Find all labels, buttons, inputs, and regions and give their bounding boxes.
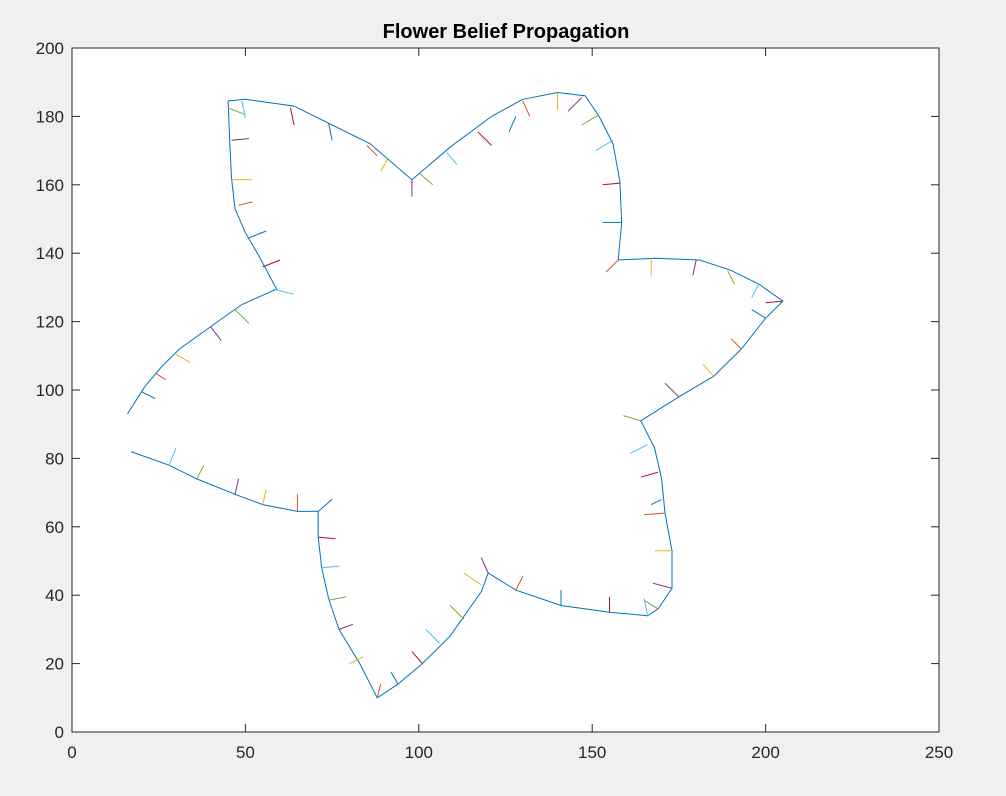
belief-tick-18 <box>418 172 434 186</box>
belief-tick-27 <box>602 182 620 186</box>
belief-tick-3 <box>210 326 222 341</box>
y-tick-label-7: 140 <box>36 244 64 263</box>
y-tick-label-6: 120 <box>36 313 64 332</box>
belief-tick-35 <box>751 309 766 319</box>
belief-tick-54 <box>425 629 440 644</box>
belief-tick-29 <box>605 259 619 273</box>
y-tick-label-10: 200 <box>36 39 64 58</box>
belief-tick-67 <box>196 464 205 480</box>
belief-tick-50 <box>515 576 524 591</box>
plot-area <box>72 48 939 732</box>
chart-title: Flower Belief Propagation <box>383 21 630 43</box>
belief-tick-6 <box>262 259 281 268</box>
belief-tick-4 <box>234 309 250 324</box>
x-tick-label-1: 50 <box>236 743 255 762</box>
belief-tick-20 <box>477 131 492 146</box>
belief-tick-56 <box>390 671 399 685</box>
belief-tick-39 <box>623 415 641 422</box>
belief-tick-60 <box>328 596 347 601</box>
y-tick-label-2: 40 <box>45 586 64 605</box>
belief-tick-42 <box>650 498 662 506</box>
y-tick-label-1: 20 <box>45 655 64 674</box>
flower-outline-group <box>127 91 784 699</box>
belief-tick-43 <box>644 512 666 516</box>
belief-tick-51 <box>463 572 482 586</box>
y-tick-label-9: 180 <box>36 107 64 126</box>
belief-tick-2 <box>175 353 191 364</box>
belief-tick-10 <box>231 138 249 141</box>
belief-tick-53 <box>449 605 465 620</box>
belief-tick-40 <box>630 444 648 454</box>
x-tick-label-2: 100 <box>405 743 433 762</box>
belief-tick-15 <box>366 145 378 157</box>
belief-tick-38 <box>664 382 680 398</box>
belief-tick-46 <box>643 599 659 610</box>
belief-tick-21 <box>508 116 517 133</box>
belief-tick-47 <box>643 598 649 616</box>
belief-tick-7 <box>248 230 267 239</box>
belief-tick-55 <box>411 651 423 664</box>
y-tick-label-5: 100 <box>36 381 64 400</box>
y-tick-label-3: 60 <box>45 518 64 537</box>
belief-ticks-group <box>141 92 783 698</box>
x-tick-label-0: 0 <box>67 743 76 762</box>
belief-tick-41 <box>640 471 659 478</box>
axis-ticks-group <box>71 47 940 733</box>
y-tick-label-8: 160 <box>36 176 64 195</box>
x-tick-label-3: 150 <box>578 743 606 762</box>
belief-tick-61 <box>321 565 340 569</box>
belief-tick-26 <box>595 139 614 152</box>
belief-tick-24 <box>567 97 583 112</box>
belief-tick-59 <box>338 623 354 630</box>
belief-tick-14 <box>328 123 333 141</box>
belief-tick-16 <box>380 158 389 172</box>
belief-tick-33 <box>751 283 760 298</box>
x-tick-label-5: 250 <box>925 743 953 762</box>
belief-tick-66 <box>234 478 239 495</box>
belief-tick-1 <box>154 372 166 381</box>
belief-tick-22 <box>522 100 531 117</box>
belief-tick-19 <box>446 151 458 165</box>
belief-tick-45 <box>652 582 673 589</box>
belief-tick-32 <box>727 270 735 285</box>
y-tick-label-0: 0 <box>55 723 64 742</box>
belief-tick-13 <box>290 107 295 126</box>
belief-tick-11 <box>227 107 246 116</box>
x-tick-labels: 0 50 100 150 200 250 <box>67 743 953 762</box>
y-tick-label-4: 80 <box>45 449 64 468</box>
belief-tick-8 <box>238 201 253 206</box>
flower-outline-line <box>127 91 784 699</box>
belief-tick-25 <box>581 114 600 126</box>
belief-tick-52 <box>480 557 489 574</box>
belief-tick-0 <box>141 391 156 400</box>
belief-tick-68 <box>168 447 177 466</box>
belief-tick-34 <box>765 300 783 304</box>
belief-tick-62 <box>318 536 336 540</box>
belief-tick-31 <box>692 259 697 276</box>
belief-tick-12 <box>241 100 246 119</box>
belief-tick-65 <box>262 489 267 505</box>
y-tick-labels: 0 20 40 60 80 100 120 140 160 180 200 <box>36 39 64 742</box>
belief-tick-57 <box>376 683 382 698</box>
belief-tick-63 <box>317 499 333 512</box>
belief-tick-36 <box>730 338 742 350</box>
belief-tick-5 <box>272 288 295 295</box>
belief-tick-37 <box>702 364 714 377</box>
belief-tick-58 <box>349 656 364 665</box>
x-tick-label-4: 200 <box>751 743 779 762</box>
